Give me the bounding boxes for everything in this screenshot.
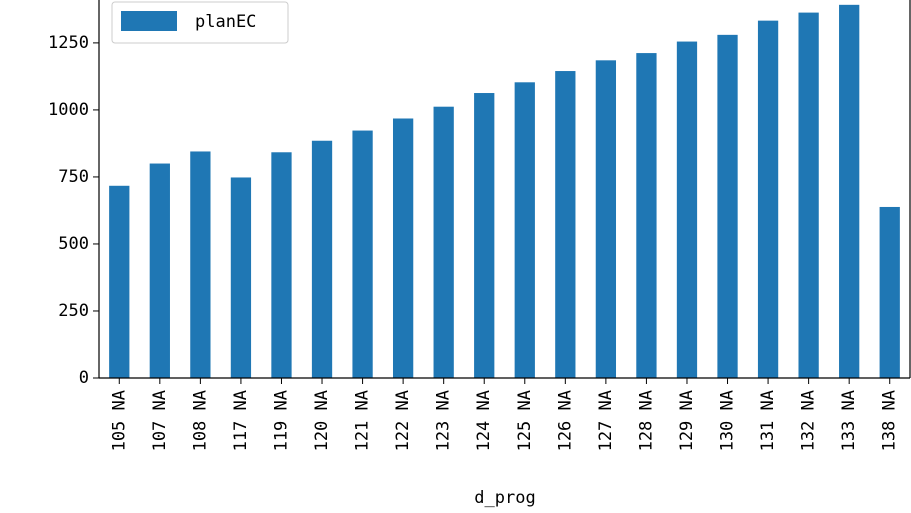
- x-tick-label: 105 NA: [109, 390, 129, 451]
- bar: [352, 131, 372, 378]
- x-tick-label: 121 NA: [353, 390, 373, 451]
- bar: [231, 177, 251, 378]
- x-tick-label: 123 NA: [434, 390, 454, 451]
- x-tick-label: 122 NA: [393, 390, 413, 451]
- x-tick-label: 120 NA: [312, 390, 332, 451]
- legend-label: planEC: [195, 12, 256, 32]
- bar: [312, 141, 332, 378]
- x-tick-label: 138 NA: [880, 390, 900, 451]
- bar: [393, 118, 413, 378]
- x-tick-label: 132 NA: [799, 390, 819, 451]
- x-axis-title: d_prog: [474, 488, 535, 508]
- bar: [434, 107, 454, 378]
- bar: [190, 151, 210, 378]
- bar: [555, 71, 575, 378]
- y-tick-label: 0: [79, 368, 89, 388]
- x-tick-label: 117 NA: [231, 390, 251, 451]
- bar: [150, 164, 170, 378]
- x-tick-label: 119 NA: [271, 390, 291, 451]
- bar: [271, 152, 291, 378]
- x-tick-label: 107 NA: [150, 390, 170, 451]
- bars-group: [109, 5, 900, 378]
- x-tick-label: 128 NA: [636, 390, 656, 451]
- bar: [109, 186, 129, 378]
- x-tick-label: 129 NA: [677, 390, 697, 451]
- legend: planEC: [112, 2, 288, 43]
- bar: [515, 82, 535, 378]
- x-tick-label: 125 NA: [515, 390, 535, 451]
- x-tick-label: 130 NA: [718, 390, 738, 451]
- x-tick-label: 133 NA: [839, 390, 859, 451]
- bar: [717, 35, 737, 378]
- bar: [474, 93, 494, 378]
- y-tick-label: 1250: [48, 33, 89, 53]
- y-tick-label: 1000: [48, 100, 89, 120]
- y-tick-label: 750: [58, 167, 89, 187]
- x-tick-label: 127 NA: [596, 390, 616, 451]
- bar: [596, 60, 616, 378]
- legend-swatch: [121, 11, 177, 31]
- bar: [839, 5, 859, 378]
- bar: [880, 207, 900, 378]
- x-ticks-group: 105 NA 107 NA 108 NA 117 NA 119 NA 120 NA 121 …: [109, 378, 899, 451]
- bar: [798, 13, 818, 378]
- y-ticks-group: 0 250 500 750 1000 1250: [48, 33, 99, 388]
- x-tick-label: 108 NA: [190, 390, 210, 451]
- y-tick-label: 250: [58, 301, 89, 321]
- bar: [677, 42, 697, 378]
- bar: [758, 21, 778, 378]
- y-tick-label: 500: [58, 234, 89, 254]
- bar: [636, 53, 656, 378]
- x-tick-label: 131 NA: [758, 390, 778, 451]
- x-tick-label: 124 NA: [474, 390, 494, 451]
- axes-group: [99, 0, 910, 378]
- x-tick-label: 126 NA: [555, 390, 575, 451]
